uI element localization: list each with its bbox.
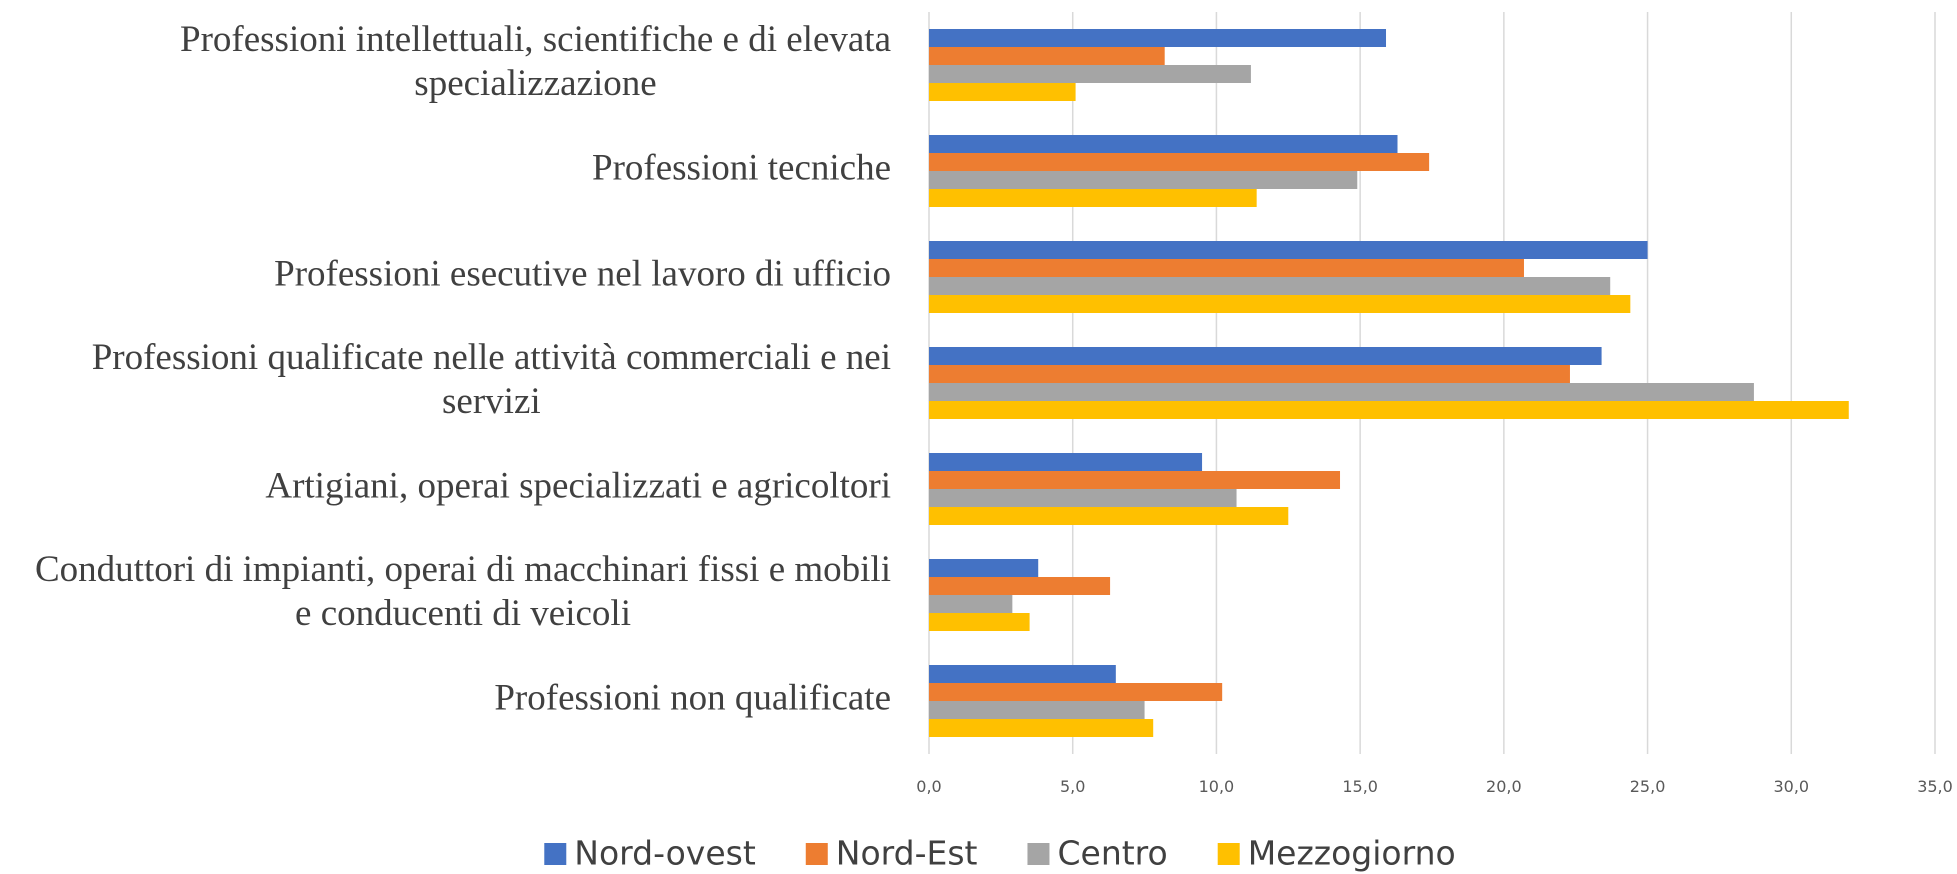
legend-swatch bbox=[1217, 843, 1240, 865]
bar bbox=[929, 453, 1203, 471]
category-label: Professioni qualificate nelle attività c… bbox=[92, 337, 891, 422]
category-label: Conduttori di impianti, operai di macchi… bbox=[35, 549, 891, 634]
legend-swatch bbox=[1027, 843, 1050, 865]
bar bbox=[929, 559, 1039, 577]
x-tick-label: 30,0 bbox=[1773, 777, 1809, 796]
bar bbox=[929, 365, 1570, 383]
x-tick-label: 15,0 bbox=[1342, 777, 1378, 796]
category-label: Professioni non qualificate bbox=[494, 677, 891, 718]
bar bbox=[929, 683, 1223, 701]
x-tick-label: 20,0 bbox=[1486, 777, 1522, 796]
bar bbox=[929, 47, 1165, 65]
category-label: Artigiani, operai specializzati e agrico… bbox=[265, 465, 891, 506]
category-label: Professioni esecutive nel lavoro di uffi… bbox=[274, 253, 891, 294]
bar bbox=[929, 595, 1013, 613]
bar bbox=[929, 665, 1116, 683]
legend-swatch bbox=[805, 843, 828, 865]
bar bbox=[929, 719, 1154, 737]
bar bbox=[929, 471, 1341, 489]
bar bbox=[929, 259, 1524, 277]
legend: Nord-ovest Nord-Est Centro Mezzogiorno bbox=[544, 834, 1456, 873]
bar bbox=[929, 577, 1111, 595]
bar bbox=[929, 153, 1430, 171]
category-label: Professioni tecniche bbox=[592, 147, 891, 188]
x-tick-label: 25,0 bbox=[1630, 777, 1666, 796]
x-tick-label: 5,0 bbox=[1060, 777, 1085, 796]
bar bbox=[929, 489, 1237, 507]
legend-swatch bbox=[544, 843, 567, 865]
bar bbox=[929, 241, 1648, 259]
bar bbox=[929, 29, 1387, 47]
bar bbox=[929, 507, 1289, 525]
legend-label: Centro bbox=[1057, 834, 1167, 873]
x-tick-label: 10,0 bbox=[1199, 777, 1235, 796]
bar bbox=[929, 383, 1754, 401]
bar bbox=[929, 701, 1145, 719]
bar bbox=[929, 65, 1251, 83]
legend-label: Nord-ovest bbox=[574, 834, 756, 873]
bar bbox=[929, 401, 1849, 419]
bar bbox=[929, 295, 1631, 313]
bar bbox=[929, 135, 1398, 153]
category-label: Professioni intellettuali, scientifiche … bbox=[180, 19, 891, 104]
legend-label: Nord-Est bbox=[836, 834, 978, 873]
x-tick-label: 35,0 bbox=[1917, 777, 1953, 796]
bar bbox=[929, 613, 1030, 631]
bar bbox=[929, 83, 1076, 101]
bar bbox=[929, 189, 1257, 207]
legend-label: Mezzogiorno bbox=[1248, 834, 1456, 873]
bar bbox=[929, 277, 1611, 295]
bar bbox=[929, 171, 1358, 189]
bar bbox=[929, 347, 1602, 365]
x-tick-label: 0,0 bbox=[916, 777, 941, 796]
